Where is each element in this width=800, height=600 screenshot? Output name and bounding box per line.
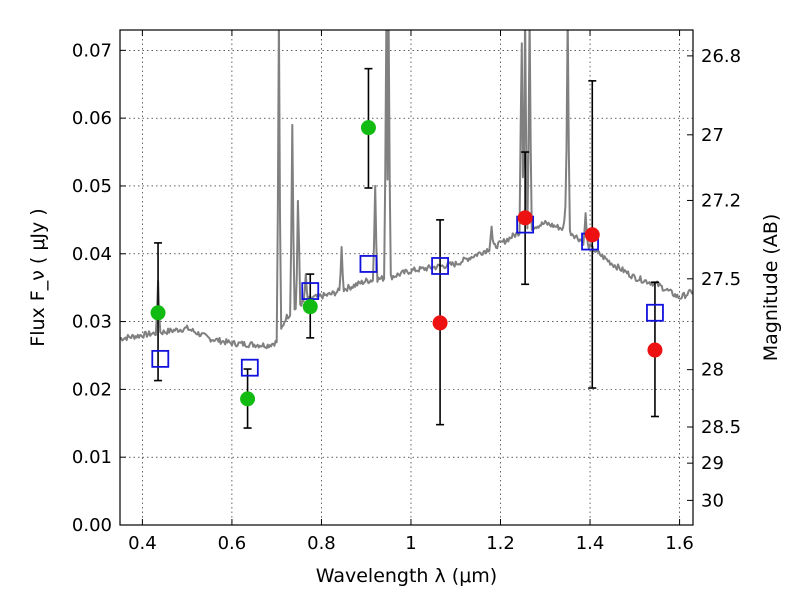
mag-tick-label: 28.5 <box>701 417 741 438</box>
mag-tick-label: 28 <box>701 360 724 381</box>
x-tick-label: 0.4 <box>128 533 157 554</box>
optical-data-point <box>360 120 376 136</box>
x-tick-label: 1.4 <box>576 533 605 554</box>
y-tick-label: 0.07 <box>72 40 112 61</box>
y-axis-label-right: Magnitude (AB) <box>760 214 782 362</box>
model-photometry-square <box>151 349 170 368</box>
model-photometry-square <box>431 257 449 275</box>
mag-tick-label: 26.8 <box>701 46 741 67</box>
plot-area <box>120 30 693 429</box>
grid <box>120 30 693 526</box>
mag-tick-label: 27 <box>701 125 724 146</box>
model-photometry-square <box>646 303 664 322</box>
x-tick-label: 1.2 <box>486 533 515 554</box>
y-tick-label: 0.06 <box>72 108 112 129</box>
model-spectrum-line <box>120 30 693 350</box>
infrared-data-point <box>517 210 533 226</box>
x-tick-label: 1 <box>405 533 416 554</box>
x-tick-label: 0.6 <box>218 533 247 554</box>
model-photometry-square <box>359 255 378 273</box>
infrared-data-point <box>432 315 448 331</box>
mag-tick-label: 27.5 <box>701 269 741 290</box>
axes: 0.4 0.6 0.8 1 1.2 1.4 1.6 0.00 0.01 0.02 0.03 0.04 0… <box>72 30 741 554</box>
mag-tick-label: 30 <box>701 490 724 511</box>
x-axis-label: Wavelength λ (μm) <box>316 565 497 587</box>
y-tick-label: 0.01 <box>72 447 112 468</box>
optical-data-point <box>150 305 166 321</box>
optical-data-point <box>240 391 256 407</box>
x-tick-label: 0.8 <box>307 533 336 554</box>
y-tick-label: 0.03 <box>72 312 112 333</box>
y-tick-label: 0.05 <box>72 176 112 197</box>
mag-tick-label: 27.2 <box>701 190 741 211</box>
infrared-data-point <box>584 227 600 243</box>
x-tick-label: 1.6 <box>665 533 694 554</box>
y-tick-label: 0.02 <box>72 379 112 400</box>
y-tick-label: 0.04 <box>72 244 112 265</box>
plot-frame <box>119 29 694 526</box>
model-photometry-square <box>301 282 320 300</box>
y-axis-label: Flux F_ν ( μJy ) <box>27 208 49 346</box>
infrared-data-point <box>647 342 663 358</box>
model-photometry-square <box>240 358 259 377</box>
optical-data-point <box>302 299 318 315</box>
y-tick-label: 0.00 <box>72 515 112 536</box>
mag-tick-label: 29 <box>701 453 724 474</box>
